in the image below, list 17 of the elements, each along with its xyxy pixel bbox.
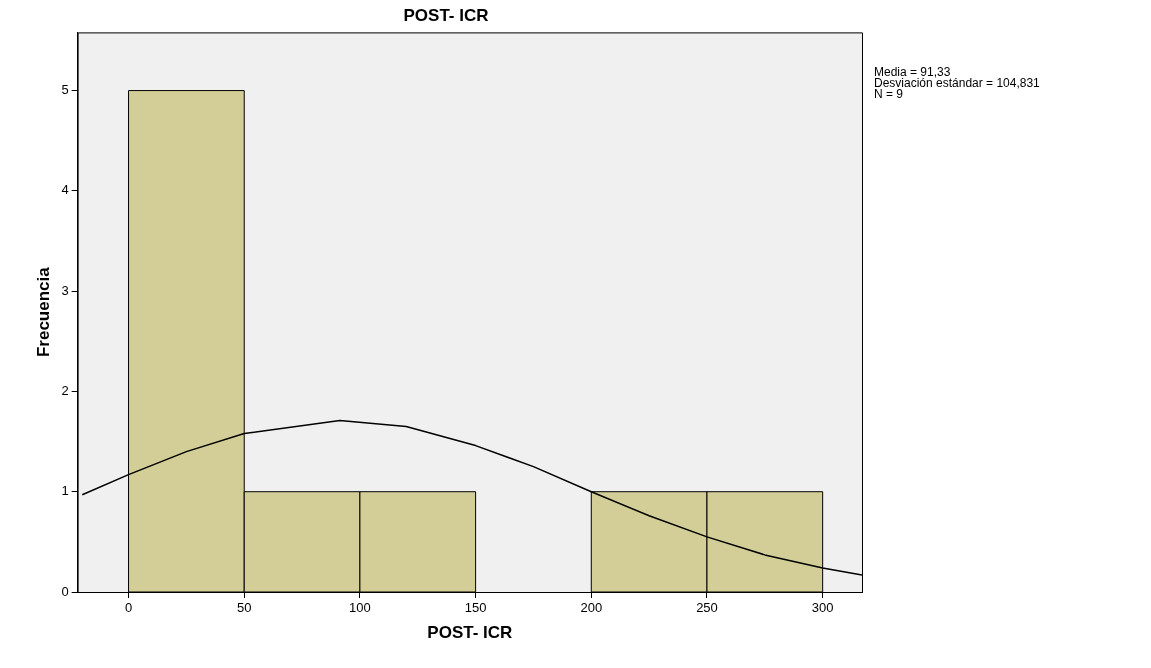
x-tick-label: 200 (580, 600, 603, 616)
y-tick-label: 1 (61, 483, 69, 499)
text: N = 9 (874, 86, 904, 101)
x-tick-label: 50 (236, 600, 252, 616)
chart-title: POST- ICR (403, 5, 489, 25)
y-tick-label: 4 (61, 182, 69, 198)
y-axis-title: Frecuencia (33, 266, 53, 358)
x-tick-label: 300 (811, 600, 834, 616)
x-tick-label: 0 (124, 600, 133, 616)
x-tick-label: 100 (349, 600, 371, 616)
x-axis-title: POST- ICR (427, 623, 513, 643)
y-tick-label: 0 (61, 583, 69, 599)
y-tick-label: 3 (61, 282, 69, 298)
x-tick-label: 250 (696, 600, 718, 616)
x-tick-label: 150 (464, 600, 487, 616)
y-tick-label: 5 (61, 82, 69, 98)
y-tick-label: 2 (61, 383, 69, 398)
